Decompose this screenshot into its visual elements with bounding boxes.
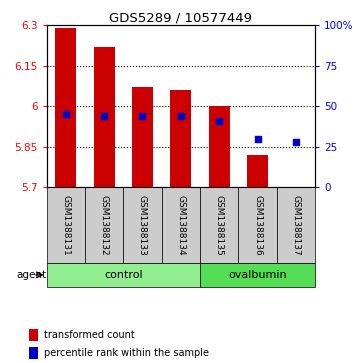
Text: percentile rank within the sample: percentile rank within the sample (44, 348, 209, 358)
Text: GSM1388137: GSM1388137 (291, 195, 300, 256)
Point (293, 139, 299, 145)
Bar (55, 28, 76, 187)
Point (140, 113, 145, 119)
Bar (277, 187, 315, 263)
Bar (238, 187, 277, 263)
Point (101, 113, 107, 119)
Bar (200, 187, 238, 263)
Bar (47, 263, 200, 287)
Bar (209, 106, 230, 187)
Bar (161, 187, 200, 263)
Bar (247, 155, 268, 187)
Bar (200, 263, 315, 287)
Bar (93, 47, 115, 187)
Point (216, 118, 222, 124)
Text: agent: agent (16, 270, 47, 280)
Text: transformed count: transformed count (44, 330, 135, 340)
Text: ovalbumin: ovalbumin (228, 270, 287, 280)
Text: GSM1388133: GSM1388133 (138, 195, 147, 256)
Title: GDS5289 / 10577449: GDS5289 / 10577449 (109, 11, 252, 24)
Bar (29, 329, 38, 341)
Point (255, 136, 260, 142)
Bar (170, 90, 191, 187)
Text: GSM1388136: GSM1388136 (253, 195, 262, 256)
Point (178, 113, 184, 119)
Bar (85, 187, 123, 263)
Point (63, 111, 69, 117)
Text: GSM1388131: GSM1388131 (61, 195, 70, 256)
Text: GSM1388134: GSM1388134 (176, 195, 185, 255)
Bar (132, 87, 153, 187)
Bar (29, 347, 38, 359)
Text: GSM1388132: GSM1388132 (100, 195, 108, 255)
Text: GSM1388135: GSM1388135 (215, 195, 224, 256)
Text: control: control (104, 270, 142, 280)
Bar (123, 187, 161, 263)
Bar (47, 187, 85, 263)
